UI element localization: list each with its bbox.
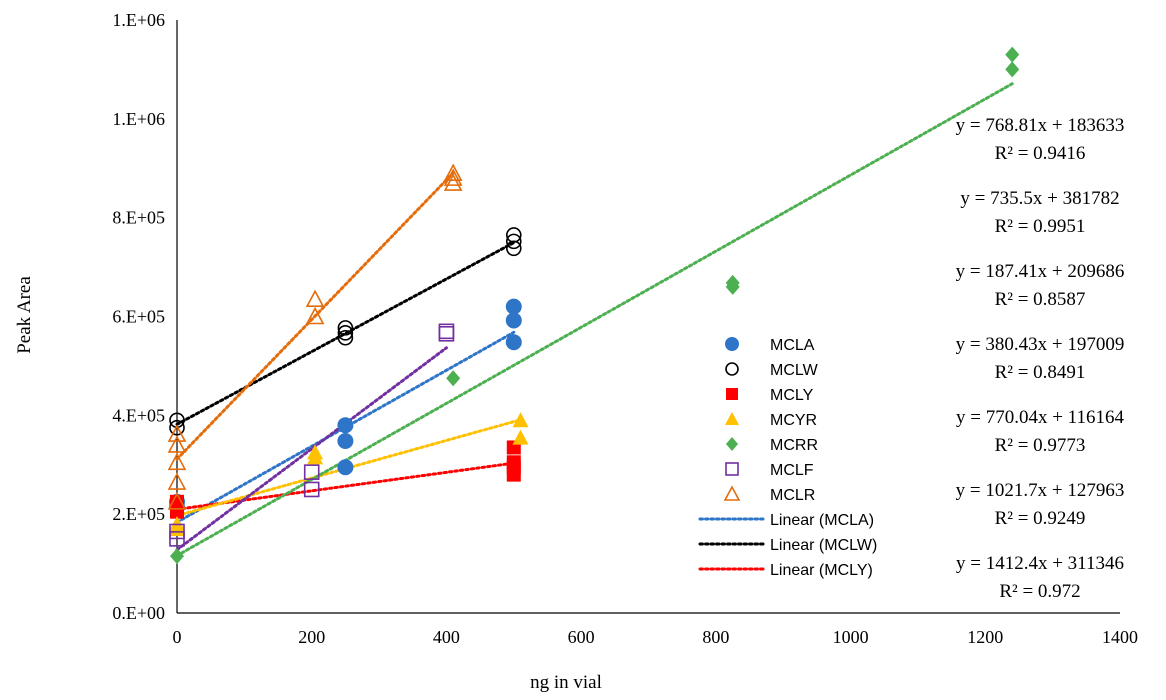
legend-label: MCLA [770,337,815,354]
trendline-equation: y = 1021.7x + 127963 [956,480,1125,501]
data-point [725,412,739,425]
trendline-r-squared: R² = 0.8491 [995,362,1086,383]
y-tick-label: 4.E+05 [112,405,165,425]
data-point [170,548,184,565]
legend-label: MCLR [770,487,815,504]
trendline-r-squared: R² = 0.8587 [995,289,1086,310]
y-tick-label: 8.E+05 [112,208,165,228]
data-point [725,337,739,351]
trendline-r-squared: R² = 0.9951 [995,216,1086,237]
trendline-equation: y = 770.04x + 116164 [956,407,1124,428]
data-point [167,424,187,442]
legend-label: Linear (MCLY) [770,562,873,579]
legend-label: Linear (MCLA) [770,512,874,529]
x-tick-label: 1400 [1102,627,1138,647]
data-point [505,312,522,329]
legend: MCLA MCLW MCLY MCYR MCRR MCLF MCLR Linear (MCLA… [698,337,877,579]
trendline-equation: y = 380.43x + 197009 [956,334,1125,355]
trendline [175,82,1014,558]
data-point [1005,46,1020,63]
data-point [723,485,741,501]
axes: 0 200 400 600 800 1000 1200 1400 0.E+00 2.E+05 4.E… [112,10,1138,647]
x-tick-label: 0 [173,627,182,647]
data-point [505,227,522,243]
x-tick-label: 800 [702,627,729,647]
data-point [337,320,354,336]
data-point [167,435,187,453]
data-point [303,481,320,498]
y-tick-label: 1.E+06 [112,109,165,129]
x-tick-label: 200 [298,627,325,647]
data-point [305,289,325,308]
x-tick-label: 600 [568,627,595,647]
data-point [726,388,738,400]
legend-label: Linear (MCLW) [770,537,877,554]
trendline-r-squared: R² = 0.9249 [995,508,1086,529]
legend-label: MCYR [770,412,817,429]
trendline [175,241,516,426]
data-point [305,306,325,325]
trendline [175,346,448,552]
trendline-equations: y = 768.81x + 183633 R² = 0.9416 y = 735.5… [956,115,1125,602]
x-axis-label: ng in vial [530,672,602,693]
trendline-r-squared: R² = 0.9416 [995,143,1086,164]
trendline-equation: y = 768.81x + 183633 [956,115,1125,136]
y-tick-label: 6.E+05 [112,307,165,327]
data-point [725,362,739,376]
trendline-r-squared: R² = 0.972 [999,581,1080,602]
trendlines [175,82,1014,558]
data-point [443,173,463,191]
data-points [167,46,1020,565]
data-point [725,274,740,291]
data-point [512,429,529,445]
data-point [725,462,739,476]
data-point [337,459,354,476]
trendline-equation: y = 1412.4x + 311346 [956,553,1124,574]
legend-label: MCLF [770,462,814,479]
y-axis-label: Peak Area [14,276,35,354]
data-point [169,419,185,436]
x-tick-label: 1000 [833,627,869,647]
x-tick-label: 1200 [967,627,1003,647]
trendline-equation: y = 735.5x + 381782 [960,188,1119,209]
data-point [438,323,455,340]
data-point [443,168,463,186]
legend-label: MCRR [770,437,818,454]
trendline [175,461,516,511]
data-point [169,516,185,532]
data-point [726,437,738,451]
data-point [303,464,320,480]
data-point [307,444,324,460]
data-point [505,233,522,250]
data-point [167,492,187,510]
data-point [169,523,185,540]
data-point [443,163,463,181]
data-point [506,455,521,470]
data-point [512,412,529,428]
y-tick-label: 0.E+00 [112,603,165,623]
trendline [175,171,455,461]
x-tick-label: 400 [433,627,460,647]
data-point [167,452,187,471]
trendline-r-squared: R² = 0.9773 [995,435,1086,456]
legend-label: MCLY [770,387,814,404]
data-point [170,494,184,509]
data-point [1005,61,1020,78]
data-point [337,433,354,450]
data-point [337,417,354,434]
trendline-equation: y = 187.41x + 209686 [956,261,1125,282]
data-point [446,370,461,387]
y-tick-label: 2.E+05 [112,504,165,524]
data-point [505,298,522,315]
data-point [505,334,522,351]
data-point [167,472,187,490]
data-point [337,329,354,346]
y-tick-label: 1.E+06 [112,10,165,30]
data-point [337,325,354,341]
legend-label: MCLW [770,362,819,379]
